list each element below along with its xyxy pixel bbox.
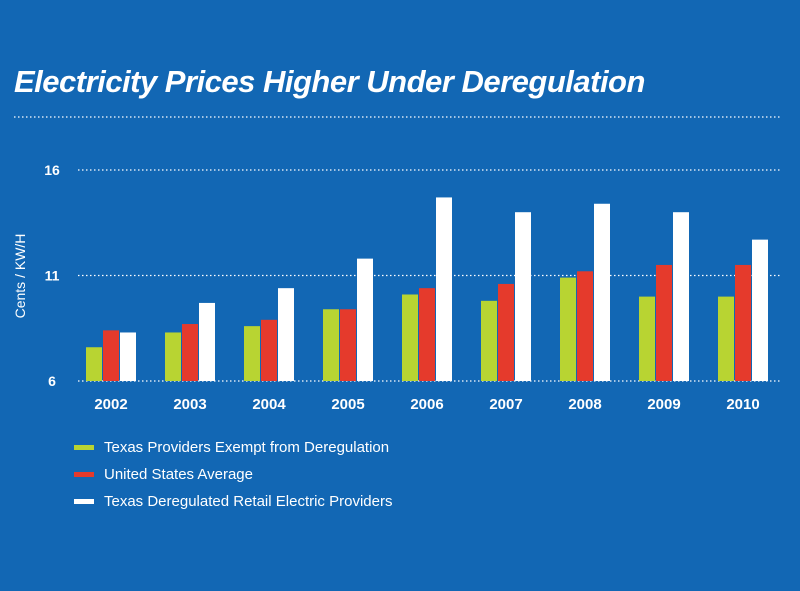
legend-label: United States Average xyxy=(104,466,253,483)
legend-item: United States Average xyxy=(74,461,392,488)
bar xyxy=(323,309,339,381)
legend-swatch xyxy=(74,445,94,450)
bars xyxy=(86,197,768,381)
bar xyxy=(103,330,119,381)
bar xyxy=(752,239,768,381)
bar xyxy=(120,332,136,381)
bar xyxy=(165,332,181,381)
bar xyxy=(718,296,734,381)
bar xyxy=(594,203,610,381)
bar xyxy=(735,264,751,381)
bar xyxy=(357,258,373,381)
bar xyxy=(182,324,198,381)
axis-labels: 6 11 16 2002 2003 2004 2005 2006 2007 2008 2009 201… xyxy=(44,162,759,413)
bar xyxy=(244,326,260,381)
x-tick-label: 2003 xyxy=(173,396,206,413)
legend-item: Texas Providers Exempt from Deregulation xyxy=(74,434,392,461)
bar xyxy=(419,288,435,381)
legend-label: Texas Deregulated Retail Electric Provid… xyxy=(104,493,393,510)
bar xyxy=(402,294,418,381)
x-tick-label: 2009 xyxy=(647,396,680,413)
bar xyxy=(86,347,102,381)
bar xyxy=(560,277,576,381)
legend-label: Texas Providers Exempt from Deregulation xyxy=(104,439,390,456)
bar xyxy=(481,300,497,381)
y-axis-title: Cents / KW/H xyxy=(12,234,28,319)
bar xyxy=(673,212,689,381)
x-tick-label: 2005 xyxy=(331,396,364,413)
legend-swatch xyxy=(74,499,94,504)
bar xyxy=(278,288,294,381)
x-tick-label: 2008 xyxy=(568,396,601,413)
y-tick-label: 11 xyxy=(45,268,60,284)
x-tick-label: 2007 xyxy=(489,396,522,413)
x-tick-label: 2002 xyxy=(94,396,127,413)
bar xyxy=(577,271,593,381)
y-tick-label: 6 xyxy=(48,373,56,389)
x-tick-label: 2006 xyxy=(410,396,443,413)
bar xyxy=(436,197,452,381)
bar xyxy=(656,264,672,381)
legend-swatch xyxy=(74,472,94,477)
chart-title: Electricity Prices Higher Under Deregula… xyxy=(14,64,645,99)
bar xyxy=(639,296,655,381)
bar xyxy=(261,319,277,381)
legend: Texas Providers Exempt from Deregulation… xyxy=(74,434,392,515)
legend-item: Texas Deregulated Retail Electric Provid… xyxy=(74,488,392,515)
bar xyxy=(515,212,531,381)
bar xyxy=(498,283,514,381)
bar xyxy=(340,309,356,381)
bar xyxy=(199,302,215,381)
x-tick-label: 2010 xyxy=(726,396,759,413)
y-tick-label: 16 xyxy=(44,162,60,178)
x-tick-label: 2004 xyxy=(252,396,286,413)
